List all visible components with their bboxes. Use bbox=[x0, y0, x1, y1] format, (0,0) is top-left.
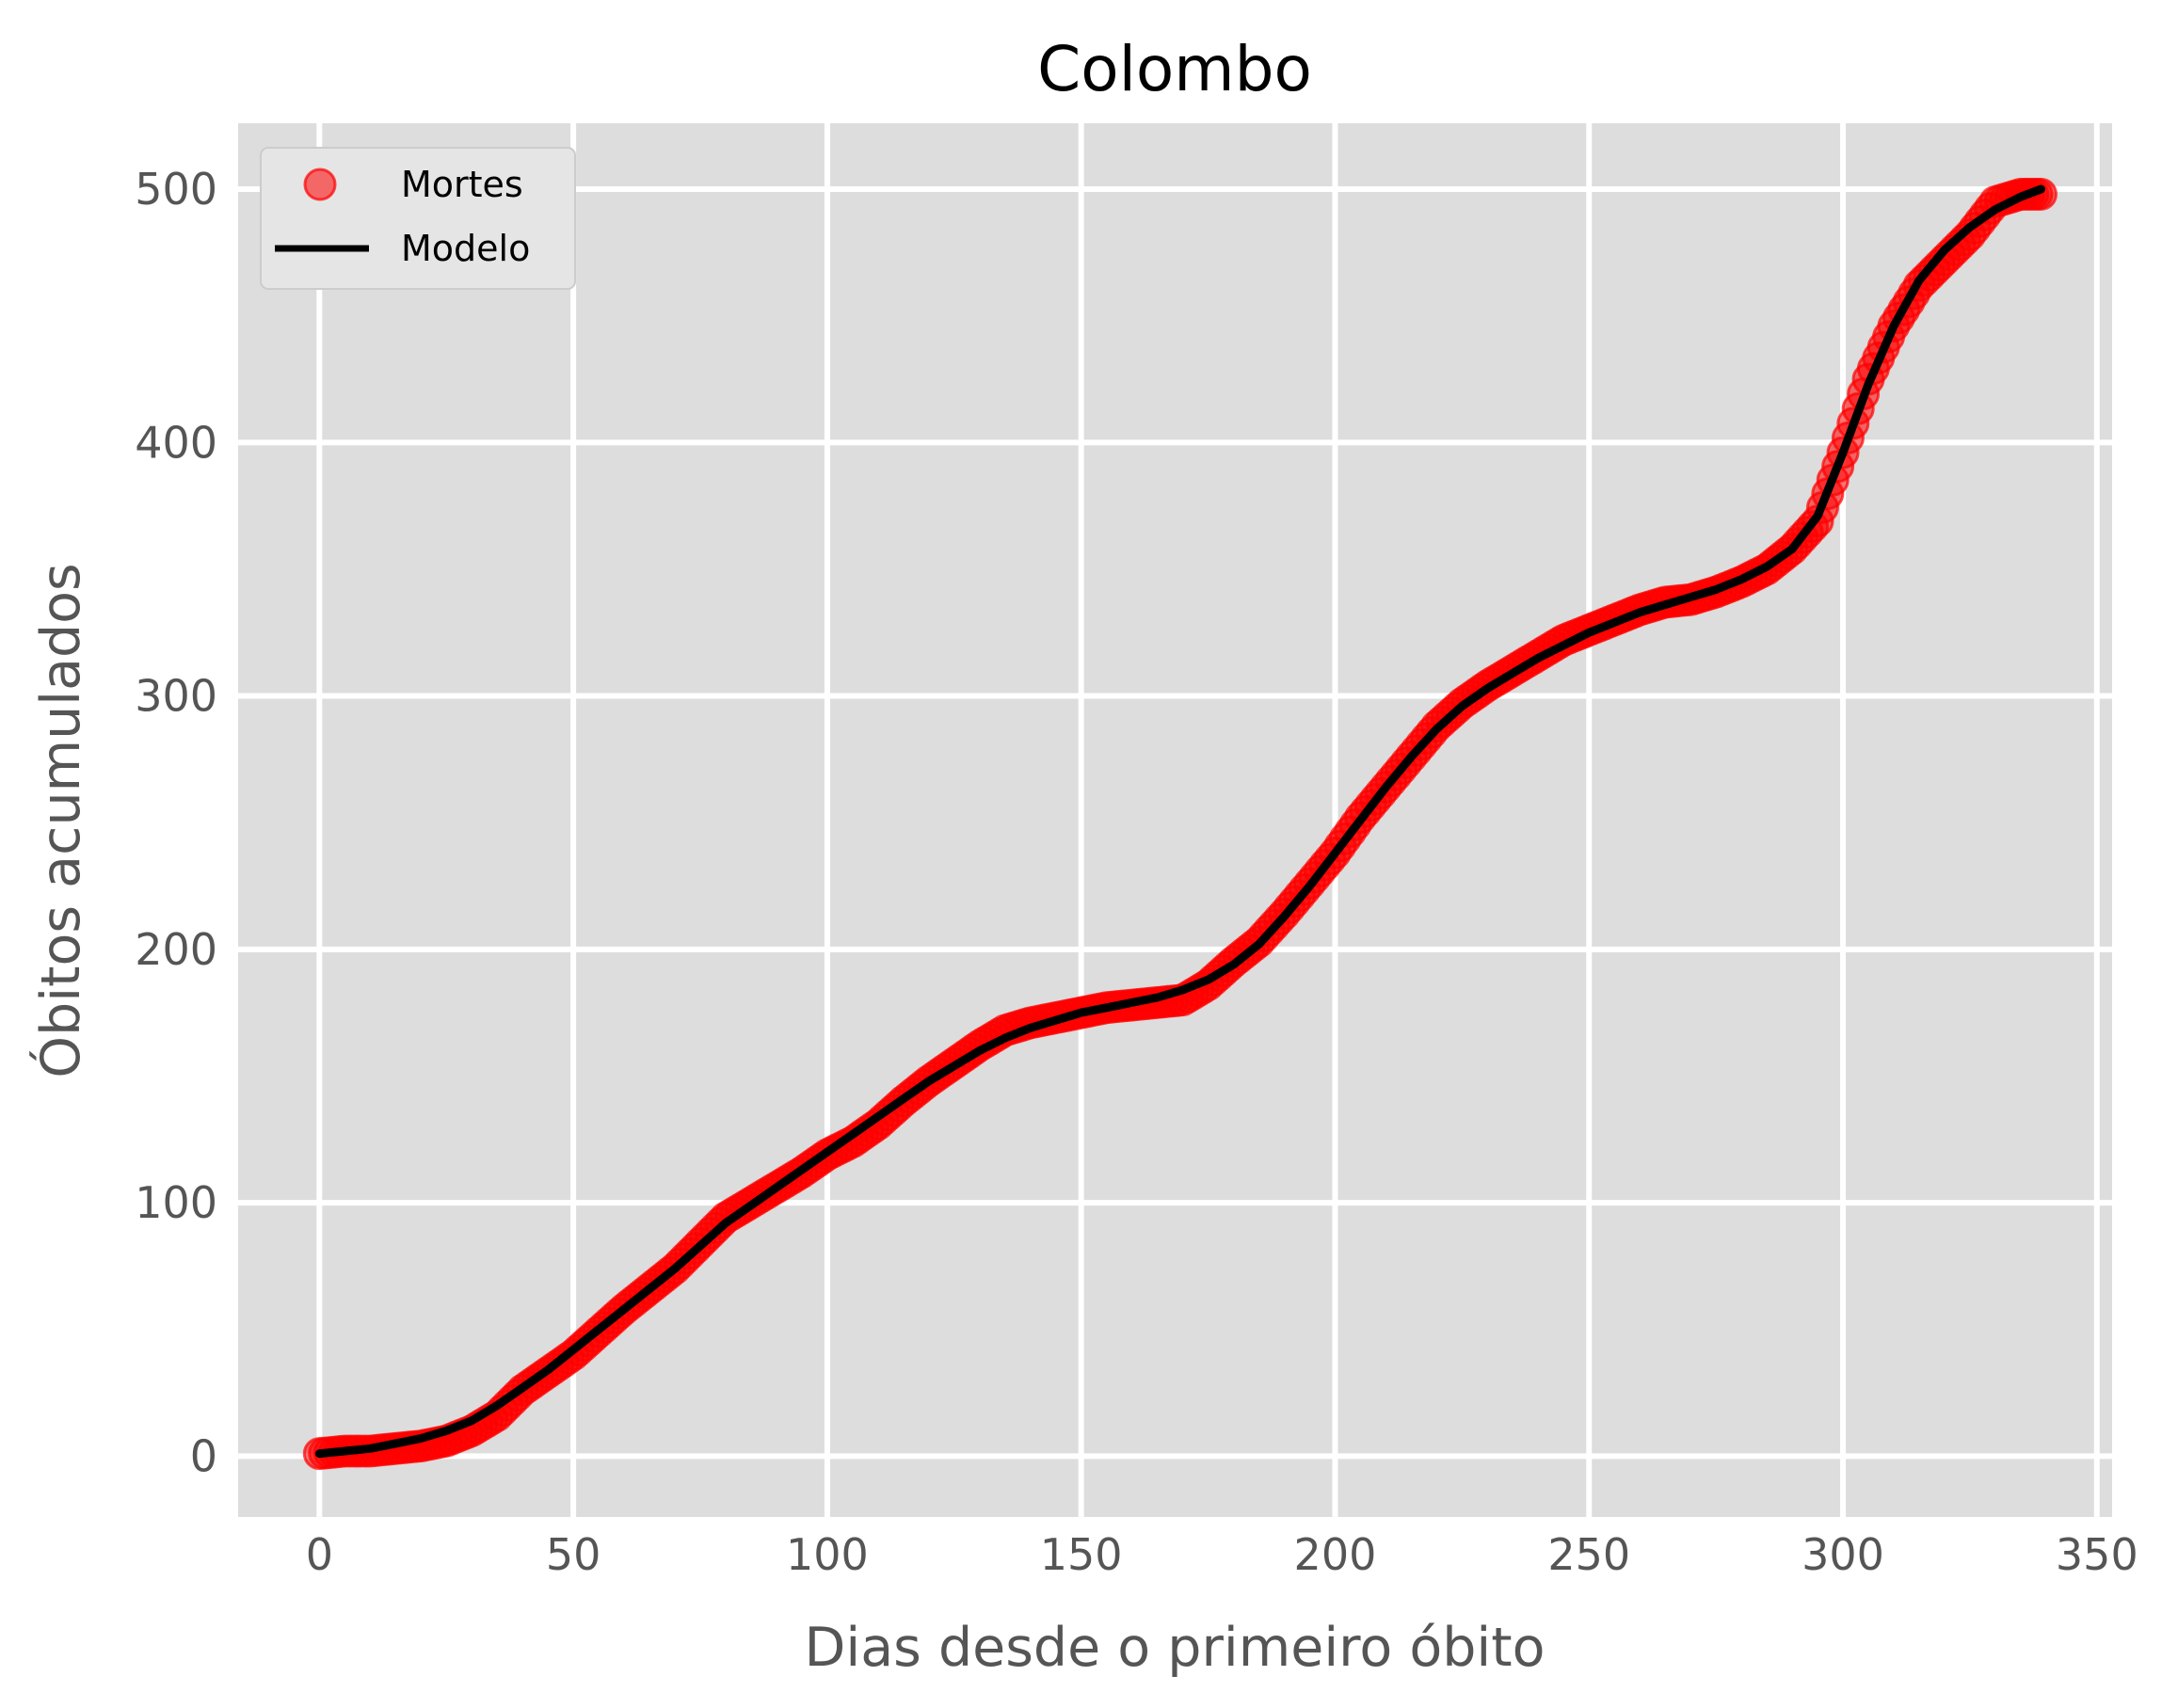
y-tick-label: 300 bbox=[135, 671, 217, 722]
plot-background bbox=[238, 123, 2112, 1517]
x-tick-label: 300 bbox=[1802, 1529, 1884, 1580]
grid-lines bbox=[238, 123, 2112, 1517]
y-tick-label: 400 bbox=[135, 417, 217, 468]
legend-label-mortes: Mortes bbox=[401, 164, 523, 205]
x-tick-label: 0 bbox=[306, 1529, 333, 1580]
y-tick-label: 0 bbox=[190, 1430, 217, 1481]
y-tick-label: 200 bbox=[135, 924, 217, 975]
legend-box bbox=[260, 147, 576, 290]
x-tick-label: 200 bbox=[1294, 1529, 1377, 1580]
series-layer bbox=[302, 177, 2058, 1471]
tick-labels: 0 50 100 150 200 250 300 350 0 100 200 300 400 500 bbox=[135, 164, 2138, 1580]
y-tick-label: 500 bbox=[135, 164, 217, 215]
x-tick-label: 350 bbox=[2056, 1529, 2138, 1580]
x-tick-label: 100 bbox=[786, 1529, 869, 1580]
x-axis-label: Dias desde o primeiro óbito bbox=[805, 1617, 1545, 1679]
legend-label-modelo: Modelo bbox=[401, 228, 530, 269]
legend: Mortes Modelo bbox=[260, 147, 576, 290]
legend-marker-mortes bbox=[303, 168, 337, 201]
chart-title: Colombo bbox=[1037, 33, 1312, 105]
x-tick-label: 150 bbox=[1040, 1529, 1123, 1580]
x-tick-label: 250 bbox=[1547, 1529, 1630, 1580]
x-tick-label: 50 bbox=[546, 1529, 601, 1580]
model-line bbox=[314, 184, 2045, 1459]
y-tick-label: 100 bbox=[135, 1177, 217, 1228]
y-axis-label: Óbitos acumulados bbox=[28, 563, 92, 1077]
